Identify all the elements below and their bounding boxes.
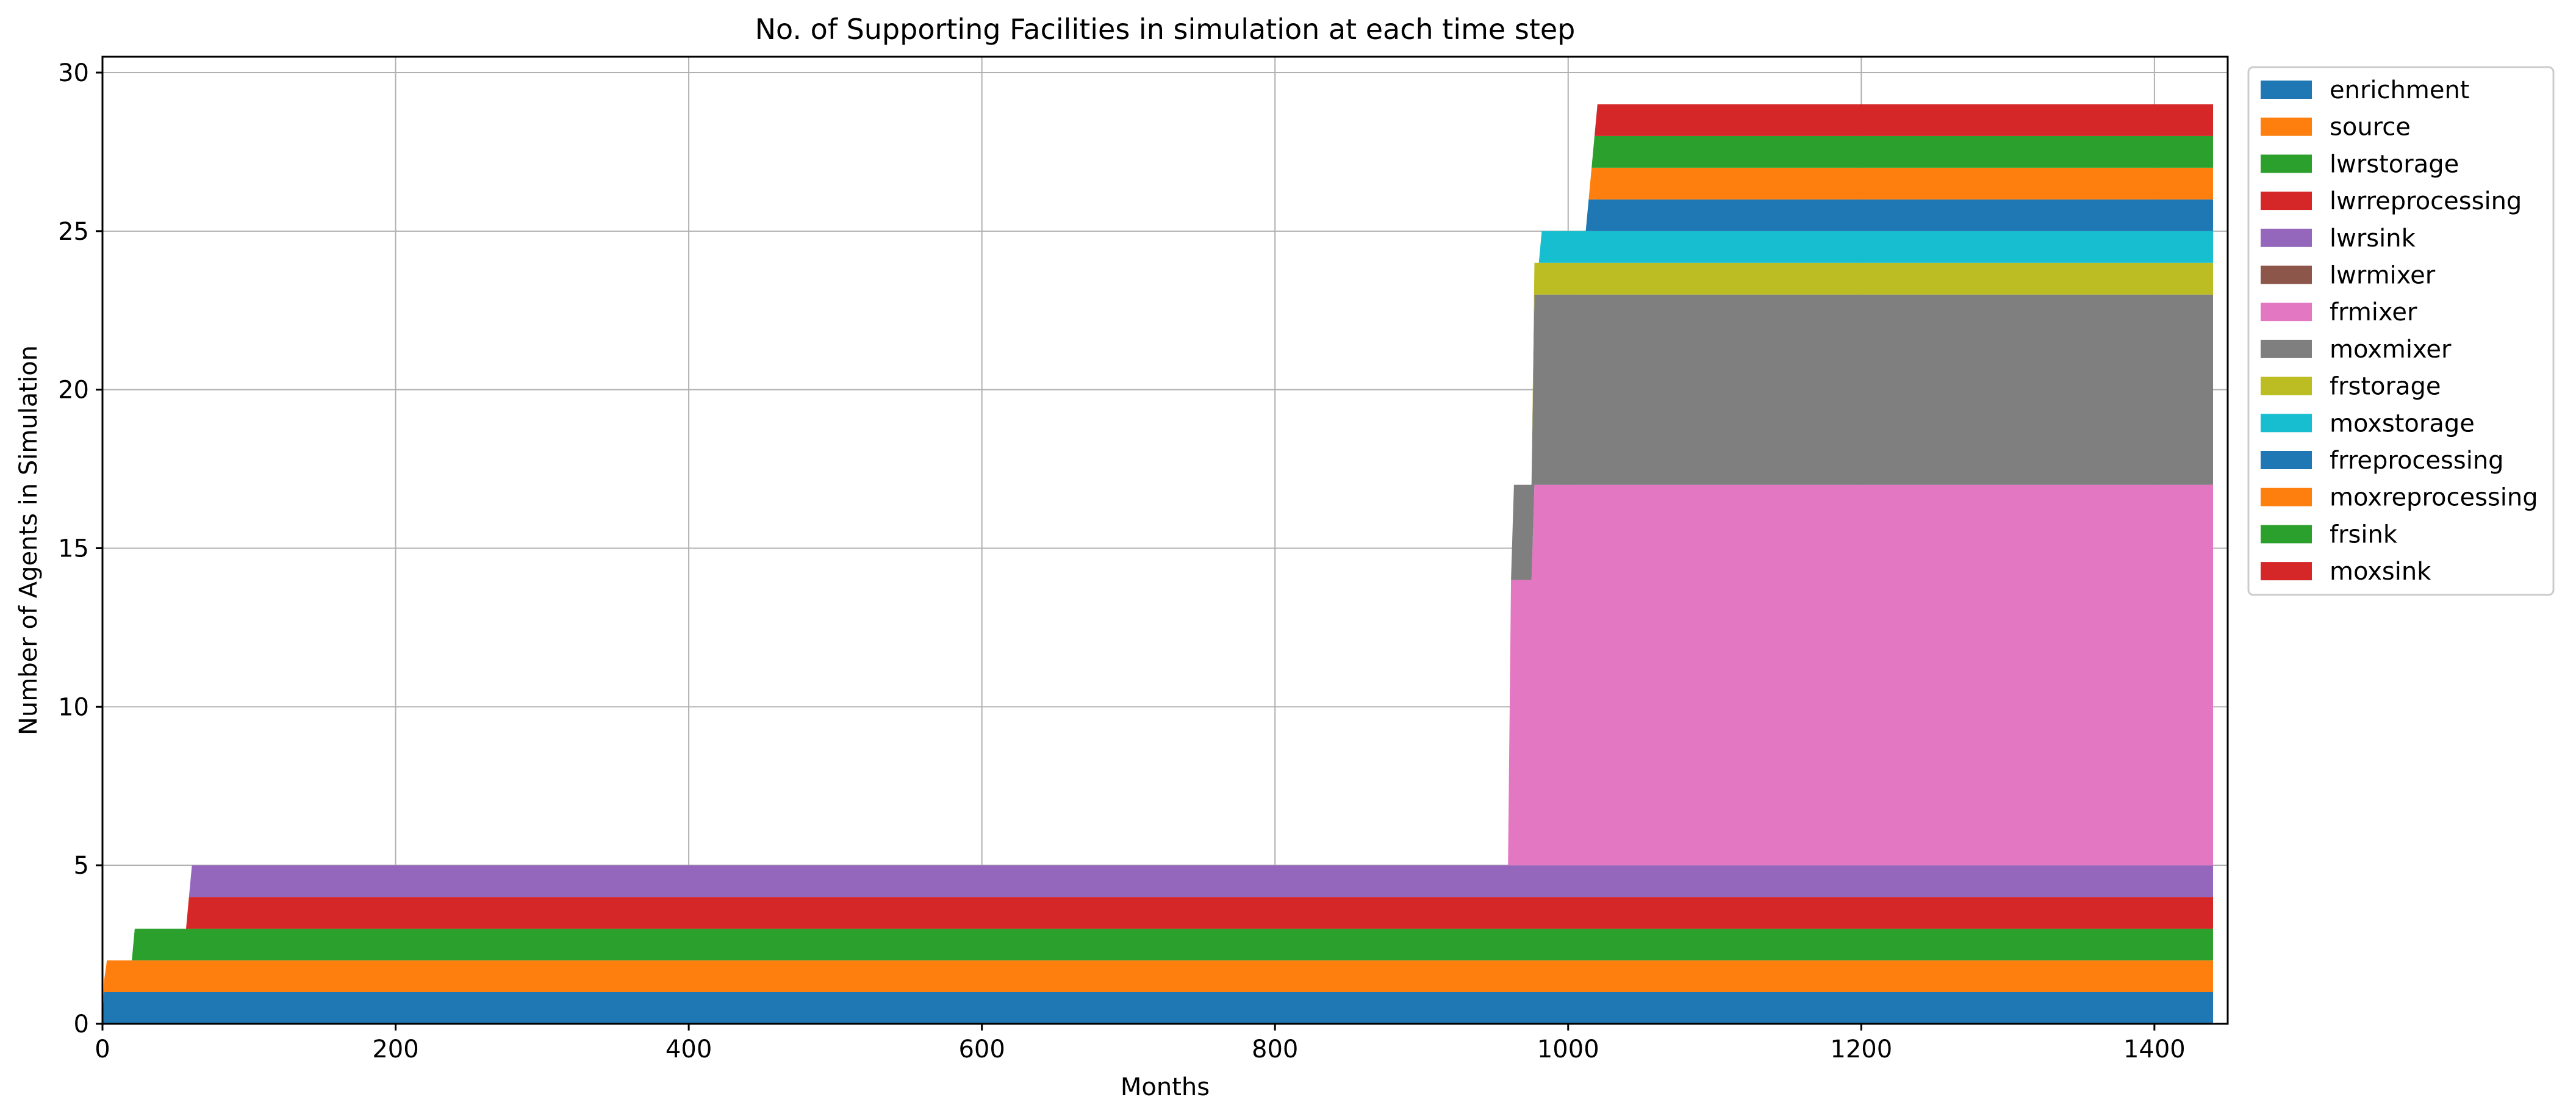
x-tick-label: 800: [1252, 1035, 1298, 1063]
x-tick-label: 1400: [2123, 1035, 2186, 1063]
area-source: [102, 960, 2213, 1024]
y-tick-label: 0: [74, 1010, 89, 1038]
legend-swatch: [2261, 525, 2312, 544]
y-tick-label: 30: [58, 59, 89, 87]
area-moxmixer: [102, 294, 2213, 1024]
legend-label: moxsink: [2330, 558, 2431, 586]
legend-label: frreprocessing: [2330, 447, 2504, 475]
legend-label: lwrreprocessing: [2330, 187, 2522, 215]
x-axis-label: Months: [1121, 1073, 1210, 1101]
y-tick-label: 20: [58, 376, 89, 405]
legend-swatch: [2261, 228, 2312, 247]
chart-title: No. of Supporting Facilities in simulati…: [755, 13, 1576, 46]
legend-label: frsink: [2330, 520, 2398, 549]
legend: enrichment source lwrstorage lwrreprocessin…: [2247, 66, 2555, 596]
x-tick-label: 1000: [1537, 1035, 1599, 1063]
y-axis-label: Number of Agents in Simulation: [15, 345, 43, 735]
legend-swatch: [2261, 451, 2312, 469]
plot-frame: [101, 56, 2229, 1025]
axis-ticks: 0 200 400 600 800 1000 1200 1400 0 5 10 15 20 25 30: [58, 59, 2186, 1063]
legend-box: [2247, 66, 2555, 596]
legend-swatch: [2261, 339, 2312, 358]
y-tick-label: 5: [74, 852, 89, 880]
legend-swatch: [2261, 154, 2312, 173]
legend-swatch: [2261, 488, 2312, 506]
x-tick-label: 0: [95, 1035, 110, 1063]
y-tick-label: 15: [58, 534, 89, 563]
x-tick-label: 600: [958, 1035, 1005, 1063]
legend-label: lwrmixer: [2330, 262, 2436, 290]
legend-label: lwrsink: [2330, 225, 2416, 253]
y-tick-label: 10: [58, 693, 89, 721]
area-frmixer: [102, 484, 2213, 1024]
x-tick-label: 400: [666, 1035, 712, 1063]
legend-label: moxmixer: [2330, 336, 2452, 364]
legend-swatch: [2261, 192, 2312, 210]
legend-swatch: [2261, 303, 2312, 322]
x-tick-label: 200: [372, 1035, 418, 1063]
x-tick-label: 1200: [1830, 1035, 1892, 1063]
legend-swatch: [2261, 562, 2312, 581]
legend-swatch: [2261, 117, 2312, 136]
legend-label: moxstorage: [2330, 409, 2475, 437]
legend-swatch: [2261, 265, 2312, 284]
legend-label: enrichment: [2330, 76, 2469, 104]
legend-swatch: [2261, 414, 2312, 433]
y-tick-label: 25: [58, 218, 89, 246]
area-lwrreprocessing: [102, 897, 2213, 1024]
legend-label: frstorage: [2330, 373, 2441, 401]
plot-areas: [102, 104, 2213, 1024]
legend-swatch: [2261, 376, 2312, 395]
legend-label: source: [2330, 113, 2411, 142]
legend-swatch: [2261, 81, 2312, 99]
legend-label: frmixer: [2330, 298, 2417, 326]
area-lwrsink: [102, 865, 2213, 1024]
area-lwrstorage: [102, 929, 2213, 1024]
legend-label: moxreprocessing: [2330, 484, 2538, 512]
area-enrichment: [102, 992, 2213, 1024]
legend-label: lwrstorage: [2330, 150, 2459, 178]
